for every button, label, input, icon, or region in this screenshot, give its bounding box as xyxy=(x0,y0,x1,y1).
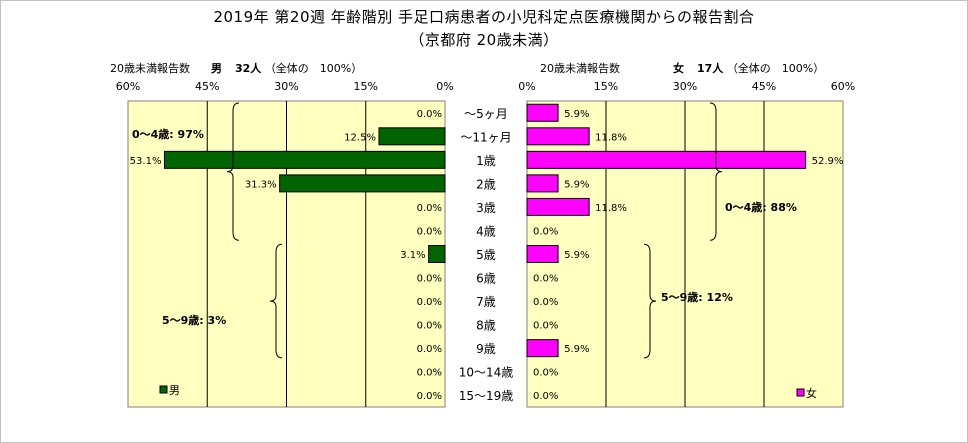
category-label: 8歳 xyxy=(476,319,496,333)
category-label: 7歳 xyxy=(476,295,496,309)
female-value-label: 0.0% xyxy=(533,368,558,379)
male-value-label: 0.0% xyxy=(417,226,442,237)
male-bar xyxy=(163,150,446,169)
female-value-label: 52.9% xyxy=(812,156,844,167)
female-header-count: 17人 xyxy=(697,62,724,75)
female-legend-swatch xyxy=(796,388,805,397)
female-value-label: 0.0% xyxy=(533,391,558,402)
female-bar xyxy=(526,245,559,263)
male-group-label: 0～4歳: 97% xyxy=(132,127,204,141)
female-value-label: 0.0% xyxy=(533,297,558,308)
female-header-label: 20歳未満報告数 xyxy=(540,62,620,75)
category-label: 10～14歳 xyxy=(459,366,514,380)
female-bar xyxy=(526,339,559,358)
female-tick-label: 0% xyxy=(518,80,535,93)
male-value-label: 12.5% xyxy=(344,132,376,143)
female-tick-label: 45% xyxy=(752,80,776,93)
male-header-label: 20歳未満報告数 xyxy=(110,62,190,75)
female-value-label: 11.8% xyxy=(595,132,627,143)
male-group-brace xyxy=(226,102,240,241)
male-bar xyxy=(378,127,446,146)
male-header-sex: 男 xyxy=(211,62,222,75)
female-group-label: 5～9歳: 12% xyxy=(661,290,733,304)
female-bar xyxy=(526,103,559,122)
male-value-label: 0.0% xyxy=(417,203,442,214)
female-value-label: 11.8% xyxy=(595,203,627,214)
male-tick-label: 30% xyxy=(274,80,298,93)
female-group-brace xyxy=(643,243,657,359)
female-header-sex: 女 xyxy=(673,62,684,75)
chart-title: 2019年 第20週 年齢階別 手足口病患者の小児科定点医療機関からの報告割合 xyxy=(213,8,755,26)
female-value-label: 5.9% xyxy=(564,109,589,120)
male-value-label: 0.0% xyxy=(417,297,442,308)
male-value-label: 31.3% xyxy=(245,179,277,190)
female-value-label: 0.0% xyxy=(533,274,558,285)
category-label: 9歳 xyxy=(476,342,496,356)
female-value-label: 5.9% xyxy=(564,179,589,190)
male-value-label: 0.0% xyxy=(417,274,442,285)
male-value-label: 0.0% xyxy=(417,109,442,120)
male-header-note: （全体の 100%） xyxy=(264,62,363,75)
male-header-count: 32人 xyxy=(235,62,262,75)
female-bar xyxy=(526,127,590,146)
female-value-label: 5.9% xyxy=(564,344,589,355)
category-label: 3歳 xyxy=(476,201,496,215)
female-tick-label: 60% xyxy=(831,80,855,93)
male-tick-label: 15% xyxy=(354,80,378,93)
chart-subtitle: （京都府 20歳未満） xyxy=(409,31,559,49)
female-bar xyxy=(526,150,807,169)
female-header: 20歳未満報告数 女 17人 （全体の 100%） xyxy=(540,60,824,76)
male-value-label: 0.0% xyxy=(417,391,442,402)
female-value-label: 5.9% xyxy=(564,250,589,261)
male-group-label: 5～9歳: 3% xyxy=(162,313,226,327)
male-value-label: 3.1% xyxy=(400,250,425,261)
female-legend-label: 女 xyxy=(806,386,817,400)
category-label: ～11ヶ月 xyxy=(460,130,511,144)
male-legend-swatch xyxy=(159,385,168,394)
female-group-brace xyxy=(709,102,723,241)
male-header: 20歳未満報告数 男 32人 （全体の 100%） xyxy=(110,60,362,76)
category-label: 5歳 xyxy=(476,248,496,262)
female-header-note: （全体の 100%） xyxy=(726,62,825,75)
female-value-label: 0.0% xyxy=(533,226,558,237)
category-label: ～5ヶ月 xyxy=(464,107,508,121)
female-tick-label: 30% xyxy=(673,80,697,93)
male-bar xyxy=(428,245,446,263)
male-tick-label: 45% xyxy=(195,80,219,93)
female-group-label: 0～4歳: 88% xyxy=(725,200,797,214)
category-label: 15～19歳 xyxy=(459,389,514,403)
male-group-brace xyxy=(269,243,283,359)
category-label: 1歳 xyxy=(476,154,496,168)
female-value-label: 0.0% xyxy=(533,321,558,332)
female-bar xyxy=(526,197,590,216)
male-tick-label: 60% xyxy=(116,80,140,93)
male-value-label: 53.1% xyxy=(130,156,162,167)
male-value-label: 0.0% xyxy=(417,368,442,379)
male-bar xyxy=(279,174,446,193)
category-label: 4歳 xyxy=(476,224,496,238)
category-label: 6歳 xyxy=(476,272,496,286)
male-legend-label: 男 xyxy=(169,384,180,397)
female-bar xyxy=(526,174,559,193)
male-value-label: 0.0% xyxy=(417,321,442,332)
female-tick-label: 15% xyxy=(594,80,618,93)
male-tick-label: 0% xyxy=(436,80,453,93)
category-label: 2歳 xyxy=(476,177,496,191)
male-value-label: 0.0% xyxy=(417,344,442,355)
